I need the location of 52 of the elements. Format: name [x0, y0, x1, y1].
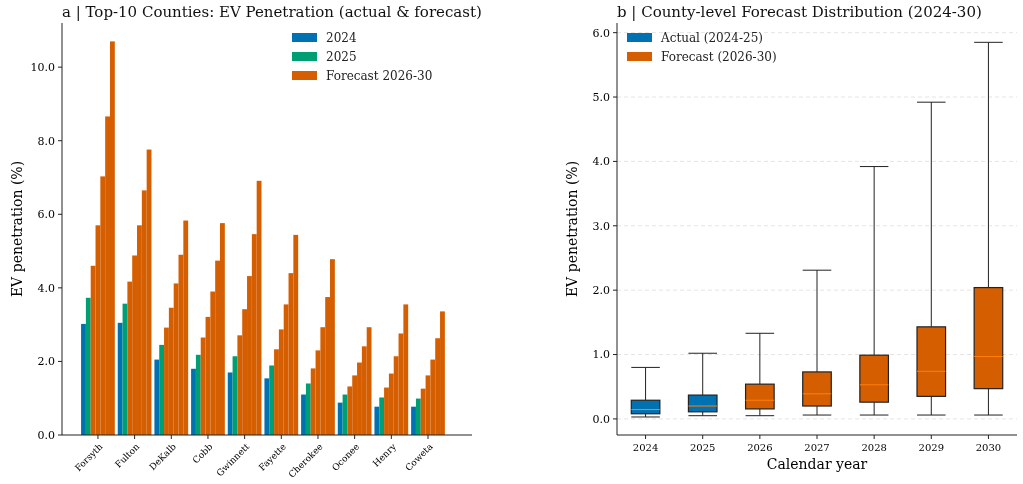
x-tick-label: 2024: [632, 442, 659, 453]
bar: [305, 383, 311, 435]
y-tick-label: 4.0: [592, 155, 610, 169]
bar: [269, 365, 275, 435]
bar: [195, 354, 201, 435]
bar: [154, 359, 160, 435]
bar: [366, 327, 372, 435]
x-tick-label: 2026: [747, 442, 773, 453]
x-tick-label: 2030: [975, 442, 1002, 453]
chart-title: b | County-level Forecast Distribution (2024-30): [617, 3, 982, 21]
x-axis-title: Calendar year: [766, 456, 868, 472]
bar: [293, 234, 299, 435]
legend-label: 2024: [326, 31, 357, 45]
x-tick-label: 2027: [804, 442, 830, 453]
bar: [109, 41, 115, 435]
bar: [85, 297, 91, 435]
bar: [264, 378, 270, 435]
y-tick-label: 6.0: [37, 208, 55, 222]
bar: [159, 344, 165, 435]
x-tick-label: 2025: [689, 442, 716, 453]
y-tick-label: 2.0: [37, 355, 55, 369]
y-tick-label: 2.0: [592, 284, 610, 298]
bar: [411, 406, 416, 435]
bar: [337, 402, 343, 435]
y-axis-title: EV penetration (%): [564, 160, 580, 298]
bar: [415, 398, 421, 435]
chart-title: a | Top-10 Counties: EV Penetration (actual & forecast): [62, 3, 482, 21]
y-tick-label: 8.0: [37, 134, 55, 148]
y-tick-label: 0.0: [592, 412, 610, 426]
y-tick-label: 5.0: [592, 90, 610, 104]
x-tick-label: 2029: [918, 442, 945, 453]
x-tick-label: 2028: [861, 442, 887, 453]
bar: [379, 397, 385, 435]
y-tick-label: 1.0: [592, 348, 610, 362]
legend-label: 2025: [326, 50, 357, 64]
bar: [191, 368, 196, 435]
y-tick-label: 4.0: [37, 281, 55, 295]
bar: [81, 323, 86, 435]
bar: [374, 406, 380, 435]
bar: [117, 322, 123, 435]
legend-label: Forecast 2026-30: [326, 69, 433, 83]
bar: [183, 220, 189, 435]
legend-label: Forecast (2026-30): [661, 50, 777, 64]
bar: [227, 372, 233, 435]
y-axis-title: EV penetration (%): [9, 160, 25, 298]
y-tick-label: 3.0: [592, 219, 610, 233]
legend-label: Actual (2024-25): [660, 31, 763, 45]
bar: [301, 394, 306, 435]
y-tick-label: 6.0: [592, 26, 610, 40]
y-tick-label: 10.0: [30, 60, 55, 74]
y-tick-label: 0.0: [37, 428, 55, 442]
bar: [403, 304, 409, 435]
